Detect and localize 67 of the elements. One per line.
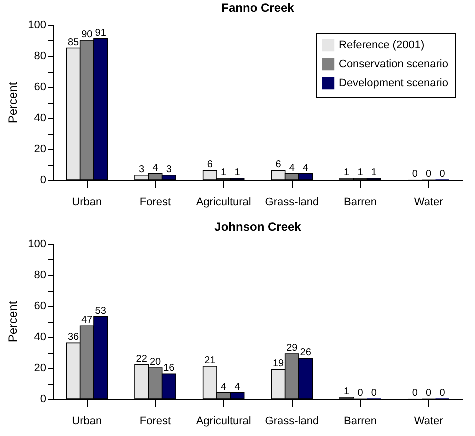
data-label: 0	[426, 388, 432, 399]
data-label: 21	[204, 355, 216, 366]
data-label: 0	[426, 169, 432, 180]
x-tick-label: Agricultural	[196, 416, 252, 428]
x-tick-label: Forest	[140, 416, 172, 428]
chart-title: Johnson Creek	[214, 220, 302, 234]
y-tick-label: 80	[34, 50, 46, 62]
y-tick-label: 20	[34, 362, 46, 374]
data-label: 1	[344, 386, 350, 398]
y-axis-title: Percent	[6, 300, 20, 343]
x-tick-label: Water	[414, 416, 444, 428]
legend-label: Reference (2001)	[339, 40, 425, 52]
y-axis-title: Percent	[6, 82, 20, 124]
data-label: 0	[412, 388, 418, 399]
y-tick-label: 100	[28, 238, 46, 250]
y-tick-label: 20	[34, 144, 46, 156]
y-tick-label: 0	[40, 394, 46, 406]
x-tick-label: Barren	[344, 196, 378, 208]
data-label: 0	[440, 169, 446, 180]
data-label: 36	[68, 332, 80, 344]
data-label: 0	[412, 169, 418, 180]
x-tick-label: Barren	[344, 416, 378, 428]
data-label: 53	[95, 306, 107, 317]
legend-label: Conservation scenario	[339, 58, 448, 70]
data-label: 3	[139, 164, 146, 176]
y-tick-label: 60	[34, 82, 46, 94]
data-label: 1	[234, 167, 241, 178]
x-tick-label: Grass-land	[265, 196, 320, 208]
data-label: 16	[164, 363, 176, 374]
data-label: 26	[300, 348, 312, 359]
x-tick-label: Water	[414, 196, 444, 208]
x-tick-label: Urban	[72, 416, 102, 428]
data-label: 22	[136, 354, 148, 365]
y-tick-label: 60	[34, 300, 46, 312]
data-label: 6	[276, 160, 282, 171]
x-tick-label: Urban	[72, 196, 102, 208]
data-label: 3	[166, 164, 172, 176]
data-label: 4	[303, 162, 310, 174]
data-label: 6	[207, 160, 214, 171]
data-label: 1	[344, 167, 350, 178]
data-label: 91	[95, 28, 107, 39]
chart-title: Fanno Creek	[222, 1, 295, 15]
y-tick-label: 40	[34, 332, 46, 344]
x-tick-label: Agricultural	[196, 196, 252, 208]
data-label: 47	[82, 315, 94, 326]
data-label: 20	[150, 357, 162, 368]
data-label: 4	[221, 382, 228, 393]
data-label: 1	[358, 167, 364, 178]
y-tick-label: 0	[40, 174, 46, 186]
data-label: 85	[68, 37, 80, 48]
data-label: 29	[286, 343, 298, 354]
data-label: 4	[152, 162, 159, 174]
x-tick-label: Grass-land	[265, 416, 320, 428]
x-tick-label: Forest	[140, 196, 172, 208]
y-tick-label: 40	[34, 112, 46, 124]
y-tick-label: 80	[34, 270, 46, 282]
data-label: 1	[371, 167, 378, 178]
data-label: 4	[289, 162, 296, 174]
data-label: 19	[272, 358, 284, 370]
data-label: 1	[221, 167, 228, 178]
data-label: 0	[358, 388, 364, 399]
data-label: 4	[234, 382, 241, 393]
legend-label: Development scenario	[339, 78, 448, 90]
data-label: 0	[371, 388, 378, 399]
y-tick-label: 100	[28, 20, 46, 32]
data-label: 0	[440, 388, 446, 399]
data-label: 90	[82, 30, 94, 40]
